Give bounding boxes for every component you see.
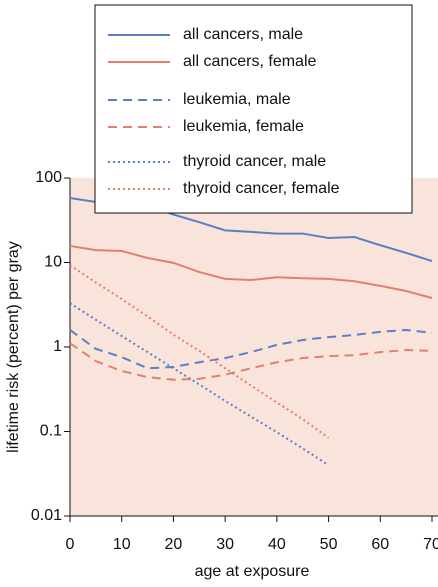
series-line [69, 302, 330, 466]
series-line [69, 244, 433, 299]
y-tick-label: 0.1 [40, 423, 62, 440]
x-tick-label: 60 [371, 536, 389, 553]
legend-label: thyroid cancer, female [183, 180, 340, 197]
y-tick-label: 10 [44, 254, 62, 271]
legend-label: all cancers, male [183, 26, 303, 43]
y-tick-label: 1 [53, 338, 62, 355]
series-line [69, 342, 433, 381]
plot-background [70, 178, 438, 516]
legend-label: leukemia, female [183, 118, 304, 135]
x-axis-label: age at exposure [195, 563, 310, 580]
x-tick-label: 40 [268, 536, 286, 553]
legend-box [94, 4, 413, 214]
legend-label: thyroid cancer, male [183, 153, 326, 170]
x-tick-label: 0 [66, 536, 75, 553]
y-tick-label: 0.01 [31, 507, 62, 524]
series-line [69, 328, 433, 370]
x-tick-label: 30 [216, 536, 234, 553]
x-tick-label: 10 [113, 536, 131, 553]
y-tick-label: 100 [35, 169, 62, 186]
series-line [69, 264, 330, 439]
x-tick-label: 70 [423, 536, 438, 553]
y-axis-label: lifetime risk (percent) per gray [5, 241, 22, 453]
legend-label: all cancers, female [183, 53, 316, 70]
x-tick-label: 50 [320, 536, 338, 553]
x-tick-label: 20 [165, 536, 183, 553]
legend-label: leukemia, male [183, 91, 291, 108]
